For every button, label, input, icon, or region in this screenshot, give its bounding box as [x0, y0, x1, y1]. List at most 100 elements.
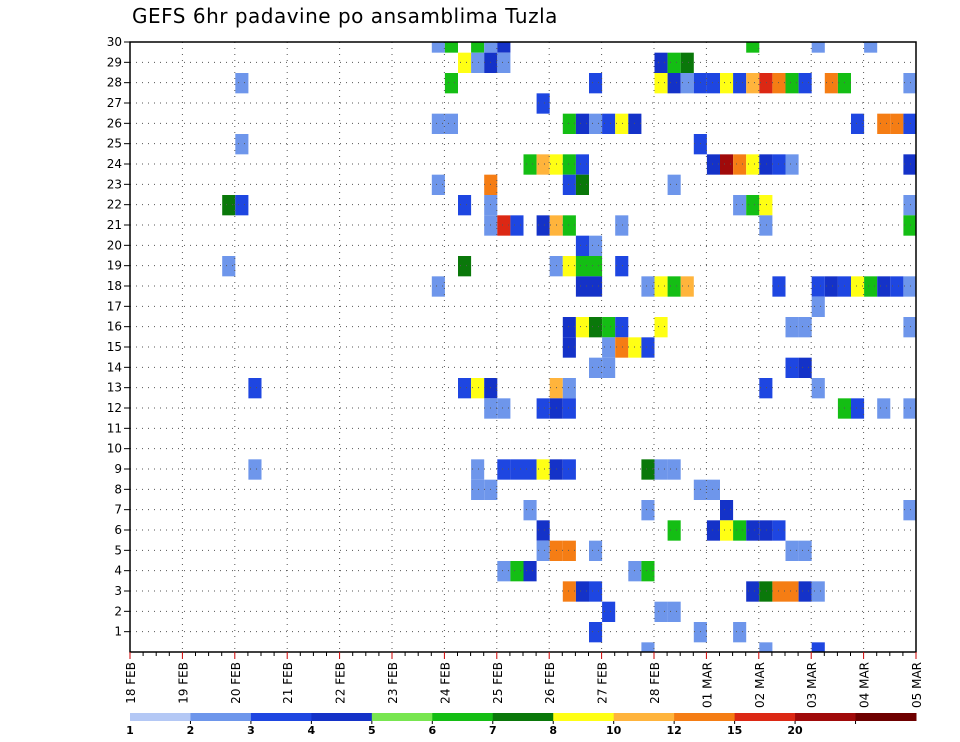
y-tick-label: 22	[107, 198, 122, 212]
heatmap-cell	[667, 73, 681, 94]
heatmap-cell	[706, 73, 720, 94]
heatmap-cell	[733, 622, 747, 643]
heatmap-cell	[811, 642, 825, 653]
heatmap-cell	[720, 154, 734, 175]
y-axis: 1234567891011121314151617181920212223242…	[107, 35, 130, 639]
heatmap-cell	[720, 520, 734, 541]
legend-label: 4	[308, 724, 316, 737]
heatmap-cell	[641, 642, 655, 653]
heatmap-cell	[562, 337, 576, 358]
heatmap-cell	[772, 73, 786, 94]
heatmap-cell	[235, 195, 249, 216]
heatmap-cell	[733, 73, 747, 94]
heatmap-cell	[575, 235, 589, 256]
x-tick-label: 20 FEB	[229, 662, 243, 704]
heatmap-cell	[615, 256, 629, 277]
heatmap-cell	[575, 317, 589, 338]
heatmap-cell	[654, 276, 668, 297]
heatmap-cell	[798, 317, 812, 338]
heatmap-cell	[497, 398, 511, 419]
heatmap-cell	[654, 459, 668, 480]
y-tick-label: 12	[107, 401, 122, 415]
legend-label: 15	[727, 724, 742, 737]
legend-swatch	[795, 713, 857, 721]
legend-swatch	[190, 713, 252, 721]
heatmap-cell	[589, 317, 603, 338]
legend-label: 5	[368, 724, 376, 737]
heatmap-cell	[536, 154, 550, 175]
y-tick-label: 18	[107, 279, 122, 293]
heatmap-cell	[903, 317, 917, 338]
heatmap-cell	[785, 581, 799, 602]
x-tick-label: 18 FEB	[124, 662, 138, 704]
y-tick-label: 10	[107, 442, 122, 456]
heatmap-cell	[471, 42, 485, 53]
heatmap-cell	[523, 500, 537, 521]
heatmap-cell	[890, 113, 904, 134]
x-tick-label: 21 FEB	[281, 662, 295, 704]
legend-swatch	[734, 713, 796, 721]
heatmap-cell	[693, 73, 707, 94]
heatmap-cell	[759, 642, 773, 653]
y-tick-label: 8	[114, 482, 122, 496]
x-tick-label: 23 FEB	[386, 662, 400, 704]
heatmap-cell	[706, 154, 720, 175]
heatmap-cell	[903, 500, 917, 521]
legend-swatch	[553, 713, 615, 721]
heatmap-cell	[589, 73, 603, 94]
heatmap-cell	[759, 378, 773, 399]
heatmap-cell	[798, 357, 812, 378]
heatmap-cell	[562, 256, 576, 277]
heatmap-cell	[510, 561, 524, 582]
heatmap-cell	[575, 154, 589, 175]
heatmap-cell	[903, 215, 917, 236]
y-tick-label: 23	[107, 177, 122, 191]
x-tick-label: 26 FEB	[543, 662, 557, 704]
legend-label: 10	[606, 724, 622, 737]
heatmap-cell	[877, 398, 891, 419]
heatmap-cell	[536, 520, 550, 541]
legend-label: 3	[247, 724, 255, 737]
heatmap-cell	[798, 540, 812, 561]
x-tick-label: 01 MAR	[700, 662, 714, 708]
heatmap-cell	[562, 459, 576, 480]
heatmap-cell	[785, 540, 799, 561]
heatmap-cell	[680, 52, 694, 73]
heatmap-cell	[523, 459, 537, 480]
heatmap-cell	[746, 73, 760, 94]
heatmap-cell	[589, 357, 603, 378]
heatmap-cell	[641, 561, 655, 582]
heatmap-cell	[589, 256, 603, 277]
heatmap-cell	[785, 357, 799, 378]
heatmap-cell	[458, 378, 472, 399]
heatmap-cell	[903, 113, 917, 134]
heatmap-cell	[615, 215, 629, 236]
heatmap-cell	[497, 215, 511, 236]
heatmap-cell	[706, 520, 720, 541]
heatmap-cell	[575, 256, 589, 277]
x-tick-label: 04 MAR	[858, 662, 872, 708]
heatmap-cell	[510, 215, 524, 236]
heatmap-cell	[562, 581, 576, 602]
heatmap-cell	[235, 134, 249, 155]
heatmap-cell	[589, 113, 603, 134]
heatmap-cell	[615, 317, 629, 338]
heatmap-cell	[824, 73, 838, 94]
heatmap-cell	[523, 154, 537, 175]
x-tick-label: 19 FEB	[176, 662, 190, 704]
heatmap-cell	[536, 459, 550, 480]
heatmap-cell	[811, 581, 825, 602]
heatmap-cell	[536, 93, 550, 114]
heatmap-cell	[667, 601, 681, 622]
heatmap-cell	[589, 235, 603, 256]
heatmap-cell	[811, 42, 825, 53]
heatmap-cell	[575, 276, 589, 297]
heatmap-cell	[641, 459, 655, 480]
x-tick-label: 05 MAR	[910, 662, 924, 708]
x-tick-label: 22 FEB	[334, 662, 348, 704]
y-tick-label: 2	[114, 604, 122, 618]
color-legend: 1 2 3 4 5 6 7 8 10 12 15 20	[126, 713, 917, 737]
heatmap-cell	[759, 215, 773, 236]
y-tick-label: 25	[107, 137, 122, 151]
